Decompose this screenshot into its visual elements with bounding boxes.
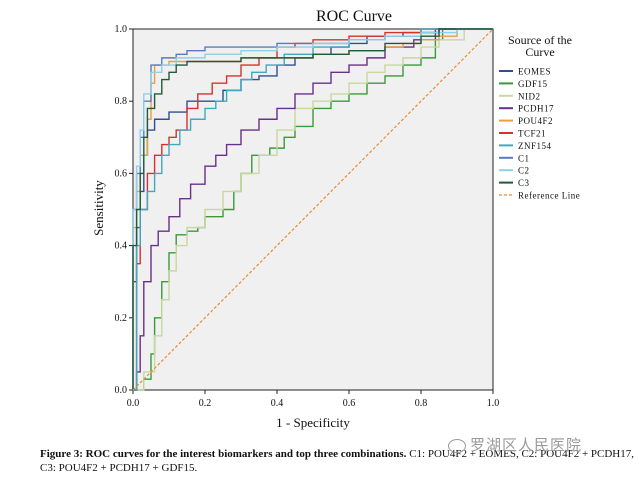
y-tick-label: 0.8 (115, 96, 128, 107)
watermark-text: 罗湖区人民医院 (470, 436, 583, 454)
y-tick-label: 0.0 (115, 385, 128, 396)
series-line-c3 (132, 28, 493, 390)
x-tick-label: 1.0 (487, 398, 500, 409)
legend-label: ZNF154 (518, 141, 552, 151)
axis-ticks: 0.0 0.2 0.4 0.6 0.8 1.0 0.0 0.2 0.4 0.6 0.8 1.0 (115, 24, 500, 409)
series-line-gdf15 (133, 28, 493, 391)
x-tick-label: 0.4 (271, 398, 284, 409)
caption-bold: Figure 3: ROC curves for the interest bi… (40, 448, 407, 460)
legend-label: Reference Line (518, 191, 580, 201)
series-layer (132, 28, 494, 391)
watermark: 罗湖区人民医院 (448, 434, 582, 455)
y-tick-label: 0.6 (115, 168, 128, 179)
y-tick-label: 0.2 (115, 313, 128, 324)
series-line-znf154 (133, 28, 493, 391)
x-tick-label: 0.0 (127, 398, 140, 409)
caption-rest: C1: POU4F2 + EOMES, C2: POU4F2 + PCDH17,… (40, 448, 634, 474)
legend-label: NID2 (518, 91, 541, 101)
chart-title: ROC Curve (316, 8, 392, 25)
series-line-pcdh17 (133, 28, 493, 391)
y-tick-label: 1.0 (115, 24, 128, 35)
wechat-icon (448, 438, 466, 453)
figure-caption: Figure 3: ROC curves for the interest bi… (40, 447, 640, 475)
x-tick-label: 0.8 (415, 398, 428, 409)
legend-label: TCF21 (518, 129, 546, 139)
y-tick-label: 0.4 (115, 241, 128, 252)
legend-label: POU4F2 (518, 116, 553, 126)
legend: Source of the Curve EOMES GDF15 NID2 PCDH17 P… (499, 33, 580, 201)
series-line-nid2 (133, 28, 493, 391)
x-axis-label: 1 - Specificity (276, 415, 350, 430)
series-line-c2 (132, 28, 493, 390)
legend-label: EOMES (518, 67, 551, 77)
legend-label: PCDH17 (518, 104, 554, 114)
legend-label: C2 (518, 166, 530, 176)
x-tick-label: 0.2 (199, 398, 212, 409)
x-tick-label: 0.6 (343, 398, 356, 409)
y-axis-label: Sensitivity (91, 180, 106, 236)
legend-title: Source of the Curve (508, 33, 572, 59)
legend-label: C3 (518, 178, 530, 188)
legend-label: GDF15 (518, 79, 548, 89)
series-line-tcf21 (133, 28, 493, 391)
legend-label: C1 (518, 153, 530, 163)
